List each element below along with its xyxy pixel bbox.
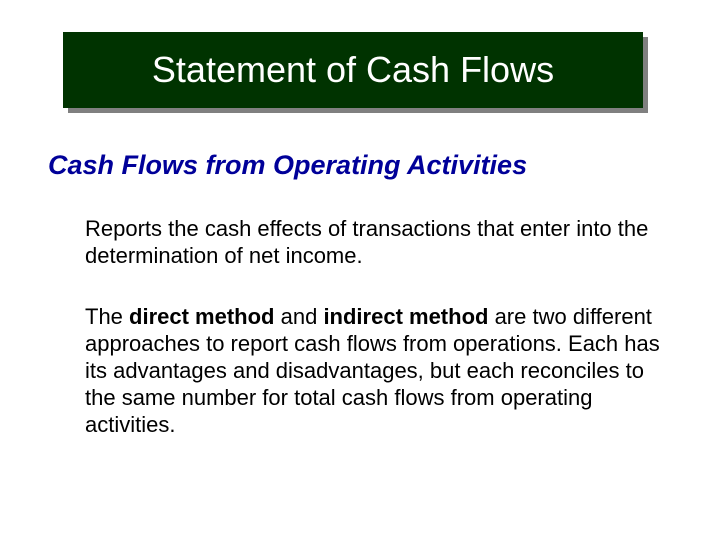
bold-text-run: indirect method	[323, 304, 488, 329]
bold-text-run: direct method	[129, 304, 274, 329]
slide-title: Statement of Cash Flows	[152, 49, 554, 91]
body-paragraph-1: Reports the cash effects of transactions…	[85, 215, 650, 269]
text-run: The	[85, 304, 129, 329]
title-box: Statement of Cash Flows	[63, 32, 643, 108]
text-run: and	[275, 304, 324, 329]
body-paragraph-2: The direct method and indirect method ar…	[85, 303, 660, 438]
section-heading: Cash Flows from Operating Activities	[48, 150, 527, 181]
